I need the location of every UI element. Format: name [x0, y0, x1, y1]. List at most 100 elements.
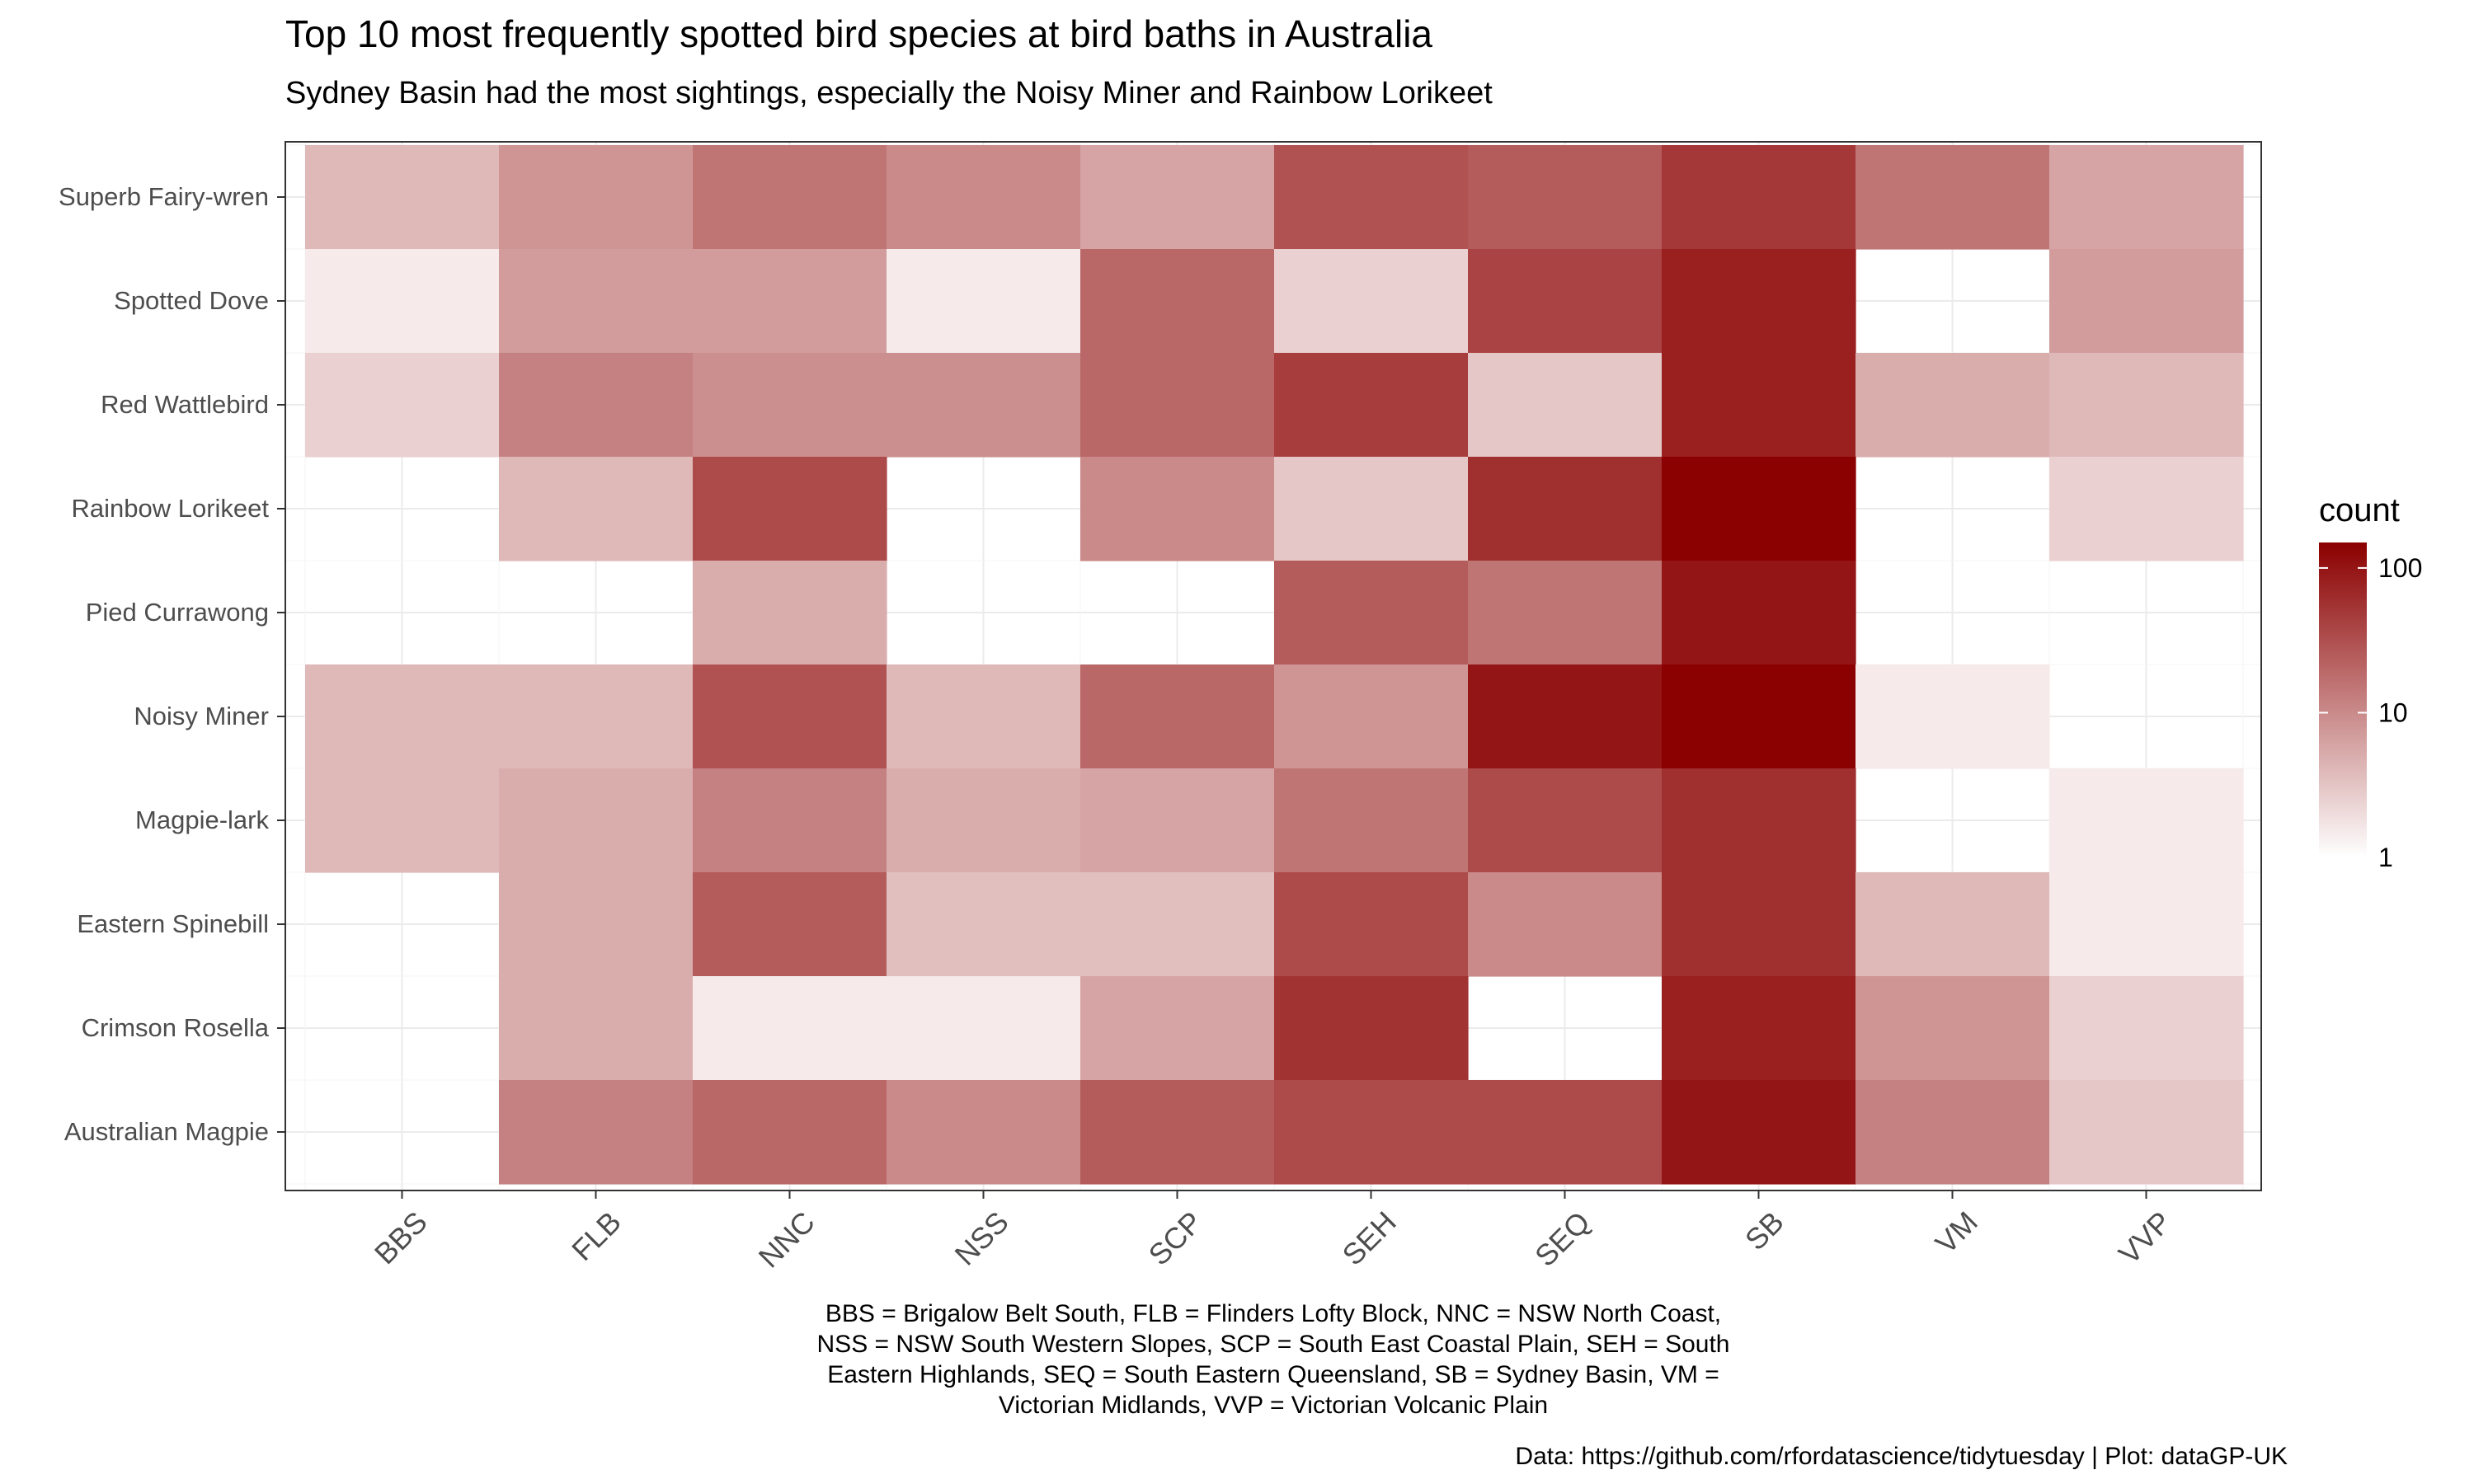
heatmap-cell	[2049, 249, 2244, 354]
heatmap-cell	[1468, 457, 1663, 561]
heatmap-cell	[2049, 457, 2244, 561]
heatmap-cell	[2049, 1080, 2244, 1185]
heatmap-cell	[693, 561, 887, 665]
heatmap-cell	[1274, 976, 1469, 1081]
heatmap-cell	[1080, 457, 1275, 561]
heatmap-cell	[305, 768, 500, 873]
heatmap-cell	[1856, 976, 2050, 1081]
heatmap-cell	[499, 872, 694, 977]
heatmap-cell	[887, 976, 1081, 1081]
chart-subtitle: Sydney Basin had the most sightings, esp…	[285, 76, 1493, 110]
heatmap-cell	[1468, 768, 1663, 873]
x-tick-label: NNC	[752, 1205, 821, 1274]
heatmap-cell	[693, 976, 887, 1081]
heatmap-cell	[1080, 768, 1275, 873]
heatmap-cell	[887, 249, 1081, 354]
heatmap-cell	[1662, 249, 1856, 354]
x-tick-label: NSS	[948, 1205, 1014, 1271]
x-tick-label: SEH	[1335, 1205, 1402, 1271]
heatmap-cell	[887, 145, 1081, 250]
x-tick-label: VVP	[2112, 1205, 2178, 1270]
heatmap-cell	[1274, 145, 1469, 250]
heatmap-cell	[1080, 976, 1275, 1081]
y-tick-label: Spotted Dove	[114, 286, 269, 315]
heatmap-cell	[305, 145, 500, 250]
x-tick-label: SB	[1738, 1205, 1790, 1256]
caption: BBS = Brigalow Belt South, FLB = Flinder…	[285, 1298, 2261, 1421]
legend-tick-label: 1	[2378, 843, 2393, 872]
caption-line: NSS = NSW South Western Slopes, SCP = So…	[816, 1331, 1730, 1358]
y-tick-label: Rainbow Lorikeet	[71, 494, 269, 523]
heatmap-cell	[693, 872, 887, 977]
heatmap-cell	[1468, 353, 1663, 458]
legend-tick-label: 10	[2378, 697, 2408, 727]
heatmap-cell	[1662, 1080, 1856, 1185]
y-tick-label: Magpie-lark	[135, 805, 269, 834]
heatmap-cell	[2049, 768, 2244, 873]
heatmap-cell	[1662, 145, 1856, 250]
y-tick-label: Australian Magpie	[64, 1117, 269, 1146]
heatmap-cell	[1274, 768, 1469, 873]
heatmap-cell	[499, 976, 694, 1081]
heatmap-cell	[1274, 665, 1469, 769]
heatmap-cell	[1080, 665, 1275, 769]
x-tick-label: VM	[1929, 1205, 1984, 1260]
heatmap-cell	[693, 249, 887, 354]
heatmap-cell	[1856, 1080, 2050, 1185]
heatmap-cell	[1468, 665, 1663, 769]
heatmap-cell	[499, 145, 694, 250]
heatmap-cell	[1274, 1080, 1469, 1185]
heatmap-cell	[499, 249, 694, 354]
heatmap-cell	[1662, 561, 1856, 665]
heatmap-cell	[1080, 353, 1275, 458]
x-tick-label: SEQ	[1528, 1205, 1597, 1273]
heatmap-cell	[693, 145, 887, 250]
y-tick-label: Noisy Miner	[134, 702, 269, 730]
heatmap-cell	[887, 353, 1081, 458]
y-tick-label: Pied Currawong	[86, 598, 269, 627]
heatmap-cell	[499, 768, 694, 873]
legend-tick-label: 100	[2378, 553, 2422, 583]
heatmap-cell	[1080, 872, 1275, 977]
source-note: Data: https://github.com/rfordatascience…	[1515, 1443, 2288, 1470]
chart-title: Top 10 most frequently spotted bird spec…	[285, 12, 1433, 55]
heatmap-cell	[1662, 768, 1856, 873]
heatmap-cell	[887, 1080, 1081, 1185]
heatmap-cell	[1468, 1080, 1663, 1185]
panel-border	[285, 141, 2262, 1191]
heatmap-cell	[305, 353, 500, 458]
heatmap-cell	[1080, 1080, 1275, 1185]
heatmap-cell	[1856, 353, 2050, 458]
heatmap-cell	[693, 353, 887, 458]
y-tick-label: Eastern Spinebill	[77, 909, 269, 938]
caption-line: Eastern Highlands, SEQ = South Eastern Q…	[827, 1361, 1719, 1388]
heatmap-cell	[1274, 353, 1469, 458]
heatmap-cell	[887, 768, 1081, 873]
x-tick-label: SCP	[1141, 1205, 1208, 1271]
heatmap-cell	[1468, 872, 1663, 977]
heatmap-cell	[1662, 872, 1856, 977]
heatmap-cell	[1080, 249, 1275, 354]
heatmap-cell	[305, 665, 500, 769]
heatmap-cell	[2049, 145, 2244, 250]
y-tick-label: Crimson Rosella	[82, 1013, 270, 1042]
heatmap-cell	[1856, 872, 2050, 977]
heatmap-cell	[1856, 145, 2050, 250]
heatmap-cell	[2049, 872, 2244, 977]
caption-line: Victorian Midlands, VVP = Victorian Volc…	[998, 1392, 1549, 1419]
heatmap-cell	[1274, 561, 1469, 665]
heatmap-cell	[693, 665, 887, 769]
heatmap-cell	[499, 665, 694, 769]
x-tick-label: FLB	[565, 1205, 628, 1267]
heatmap-cell	[1274, 249, 1469, 354]
heatmap-cell	[499, 353, 694, 458]
heatmap-cell	[1274, 872, 1469, 977]
heatmap-cell	[1662, 976, 1856, 1081]
heatmap-cell	[887, 665, 1081, 769]
heatmap-cell	[1856, 665, 2050, 769]
heatmap-cell	[1468, 145, 1663, 250]
heatmap-cell	[1468, 249, 1663, 354]
heatmap-cell	[693, 1080, 887, 1185]
heatmap-cell	[2049, 976, 2244, 1081]
x-tick-label: BBS	[368, 1205, 434, 1270]
